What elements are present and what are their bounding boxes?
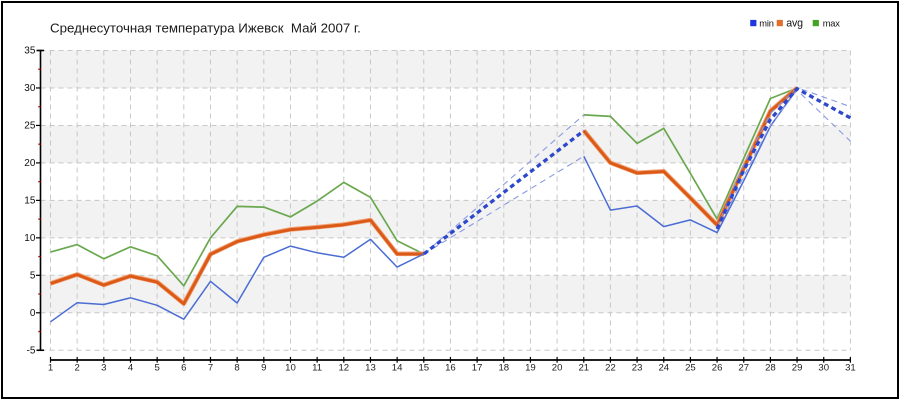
svg-text:4: 4 — [128, 362, 134, 373]
svg-text:min: min — [759, 19, 773, 29]
svg-text:19: 19 — [525, 362, 536, 373]
svg-text:5: 5 — [155, 362, 160, 373]
svg-text:27: 27 — [738, 362, 749, 373]
svg-text:10: 10 — [285, 362, 296, 373]
svg-text:Среднесуточная температура Иже: Среднесуточная температура Ижевск Май 20… — [50, 21, 361, 36]
svg-text:28: 28 — [765, 362, 776, 373]
svg-text:31: 31 — [845, 362, 856, 373]
svg-text:35: 35 — [24, 46, 36, 57]
svg-text:5: 5 — [30, 271, 36, 282]
svg-text:20: 20 — [24, 158, 36, 169]
svg-text:9: 9 — [261, 362, 266, 373]
svg-text:23: 23 — [632, 362, 643, 373]
svg-text:0: 0 — [30, 308, 36, 319]
svg-text:7: 7 — [208, 362, 213, 373]
svg-text:17: 17 — [472, 362, 483, 373]
svg-text:16: 16 — [445, 362, 456, 373]
svg-text:25: 25 — [685, 362, 696, 373]
svg-text:6: 6 — [181, 362, 186, 373]
svg-text:24: 24 — [658, 362, 669, 373]
svg-text:22: 22 — [605, 362, 616, 373]
svg-text:15: 15 — [418, 362, 429, 373]
svg-text:8: 8 — [234, 362, 239, 373]
svg-text:11: 11 — [312, 362, 322, 373]
svg-text:29: 29 — [792, 362, 803, 373]
svg-text:avg: avg — [786, 18, 803, 30]
svg-text:10: 10 — [24, 233, 36, 244]
svg-text:30: 30 — [24, 83, 36, 94]
svg-text:20: 20 — [552, 362, 563, 373]
svg-text:2: 2 — [75, 362, 80, 373]
svg-text:-5: -5 — [26, 345, 35, 356]
svg-text:15: 15 — [24, 196, 36, 207]
svg-text:3: 3 — [101, 362, 106, 373]
svg-text:21: 21 — [578, 362, 589, 373]
svg-text:12: 12 — [338, 362, 349, 373]
svg-text:25: 25 — [24, 121, 36, 132]
svg-text:max: max — [823, 19, 841, 29]
svg-text:18: 18 — [498, 362, 509, 373]
svg-text:14: 14 — [392, 362, 403, 373]
svg-text:30: 30 — [818, 362, 829, 373]
svg-text:13: 13 — [365, 362, 376, 373]
svg-text:1: 1 — [48, 362, 53, 373]
svg-text:26: 26 — [712, 362, 723, 373]
